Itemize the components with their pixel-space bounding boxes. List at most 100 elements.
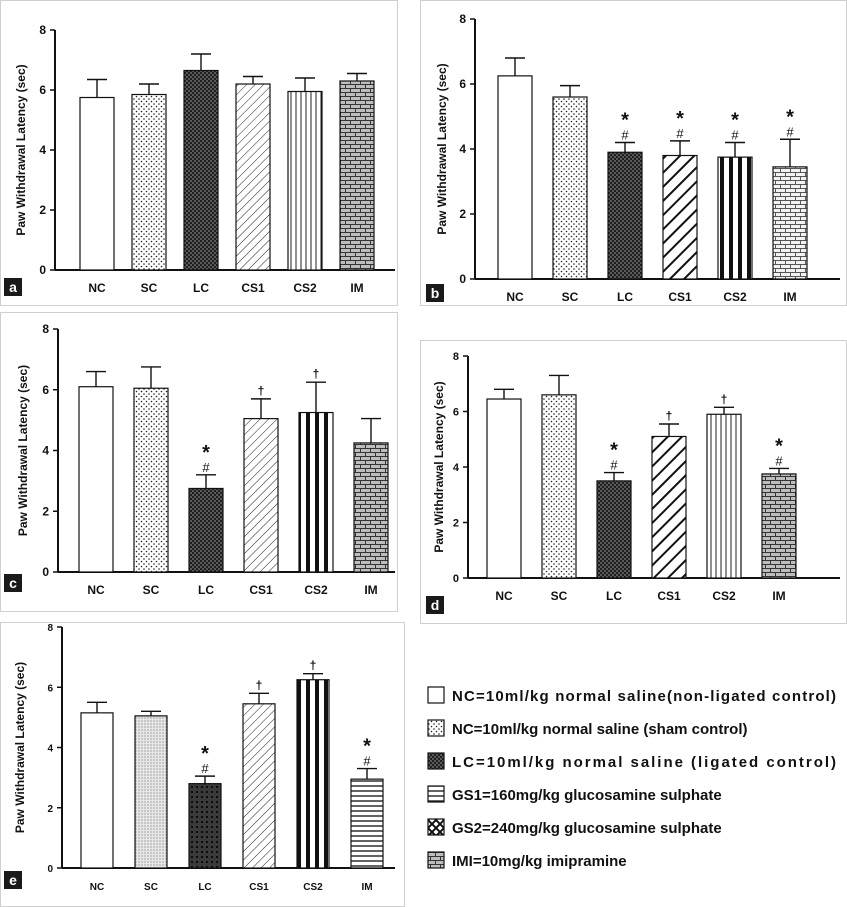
legend-label: GS1=160mg/kg glucosamine sulphate [452, 787, 722, 804]
significance-star: * [202, 442, 210, 464]
x-tick-label: LC [198, 583, 214, 597]
y-tick-label: 4 [47, 744, 53, 755]
y-tick-label: 6 [42, 383, 49, 397]
x-tick-label: CS1 [668, 290, 692, 304]
significance-dagger: † [258, 384, 265, 398]
bar-cs1 [235, 83, 271, 271]
bar-cs2 [287, 90, 323, 271]
x-tick-label: SC [551, 589, 568, 603]
panel-frame [0, 0, 398, 306]
y-tick-label: 0 [42, 565, 49, 579]
x-tick-label: CS2 [723, 290, 747, 304]
panel-tag: e [4, 871, 22, 889]
y-tick-label: 6 [47, 683, 53, 694]
bar-sc [541, 394, 577, 579]
y-tick-label: 4 [42, 444, 49, 458]
bar-cs1 [243, 418, 279, 573]
y-tick-label: 8 [42, 322, 49, 336]
legend-swatch [427, 785, 445, 803]
significance-dagger: † [310, 659, 317, 673]
legend-label: IMI=10mg/kg imipramine [452, 853, 627, 870]
y-tick-label: 2 [42, 504, 49, 518]
significance-hash: # [775, 453, 783, 468]
significance-dagger: † [313, 367, 320, 381]
y-tick-label: 6 [453, 407, 459, 419]
x-tick-label: SC [143, 583, 160, 597]
significance-star: * [621, 110, 629, 132]
bar-lc [188, 783, 222, 869]
bar-lc [607, 151, 643, 280]
significance-star: * [731, 110, 739, 132]
significance-hash: # [676, 126, 684, 141]
y-tick-label: 2 [39, 203, 46, 217]
x-tick-label: IM [364, 583, 377, 597]
bar-sc [134, 715, 168, 869]
x-tick-label: SC [562, 290, 579, 304]
panel-a: 0 2 4 6 8 Paw Withdrawal Latency (sec) NC SC LC C… [4, 23, 395, 296]
significance-hash: # [786, 124, 794, 139]
bar-cs1 [651, 435, 687, 579]
x-tick-label: NC [506, 290, 524, 304]
y-tick-label: 6 [39, 83, 46, 97]
x-tick-label: NC [87, 583, 105, 597]
bar-lc [188, 487, 224, 573]
x-tick-label: LC [198, 882, 211, 893]
significance-hash: # [731, 128, 739, 143]
bar-cs2 [706, 413, 742, 579]
y-axis-title: Paw Withdrawal Latency (sec) [13, 662, 27, 833]
x-tick-label: CS2 [712, 589, 736, 603]
significance-star: * [363, 736, 371, 758]
legend-swatch [427, 818, 445, 836]
y-tick-label: 4 [459, 142, 466, 156]
bar-nc [79, 96, 115, 271]
bar-sc [552, 96, 588, 280]
significance-dagger: † [721, 392, 728, 406]
y-axis-title: Paw Withdrawal Latency (sec) [16, 365, 30, 536]
panel-tag-label: d [431, 597, 440, 613]
x-tick-label: SC [141, 281, 158, 295]
x-tick-label: CS2 [293, 281, 317, 295]
significance-hash: # [363, 754, 371, 769]
panel-tag-label: e [9, 872, 17, 888]
panel-tag-label: c [9, 575, 17, 591]
legend-label: NC=10ml/kg normal saline(non-ligated con… [452, 688, 836, 705]
significance-hash: # [610, 458, 618, 473]
bar-lc [596, 480, 632, 579]
y-tick-label: 8 [47, 623, 53, 634]
panel-tag: d [426, 596, 444, 614]
x-tick-label: IM [361, 882, 372, 893]
bar-cs2 [298, 411, 334, 573]
panel-tag: b [426, 284, 444, 302]
legend-item: GS1=160mg/kg glucosamine sulphate [427, 785, 722, 804]
x-tick-label: IM [783, 290, 796, 304]
bar-im [339, 80, 375, 271]
legend-item: GS2=240mg/kg glucosamine sulphate [427, 818, 722, 837]
legend-item: IMI=10mg/kg imipramine [427, 851, 627, 870]
legend-swatch [427, 851, 445, 869]
y-tick-label: 8 [459, 12, 466, 26]
y-axis-title: Paw Withdrawal Latency (sec) [432, 381, 446, 552]
significance-dagger: † [666, 409, 673, 423]
bar-nc [80, 712, 114, 869]
y-axis-title: Paw Withdrawal Latency (sec) [14, 64, 28, 235]
x-tick-label: LC [617, 290, 633, 304]
significance-star: * [201, 743, 209, 765]
significance-hash: # [201, 761, 209, 776]
y-tick-label: 2 [459, 207, 466, 221]
y-tick-label: 2 [47, 804, 53, 815]
legend-item: NC=10ml/kg normal saline(non-ligated con… [427, 686, 836, 705]
x-tick-label: CS1 [241, 281, 265, 295]
x-tick-label: NC [88, 281, 106, 295]
x-tick-label: SC [144, 882, 158, 893]
y-tick-label: 4 [39, 143, 46, 157]
legend-label: GS2=240mg/kg glucosamine sulphate [452, 820, 722, 837]
legend-item: LC=10ml/kg normal saline (ligated contro… [427, 752, 836, 771]
x-tick-label: NC [90, 882, 104, 893]
y-tick-label: 0 [39, 263, 46, 277]
significance-star: * [786, 106, 794, 128]
panel-frame [0, 312, 398, 612]
x-tick-label: CS2 [303, 882, 323, 893]
